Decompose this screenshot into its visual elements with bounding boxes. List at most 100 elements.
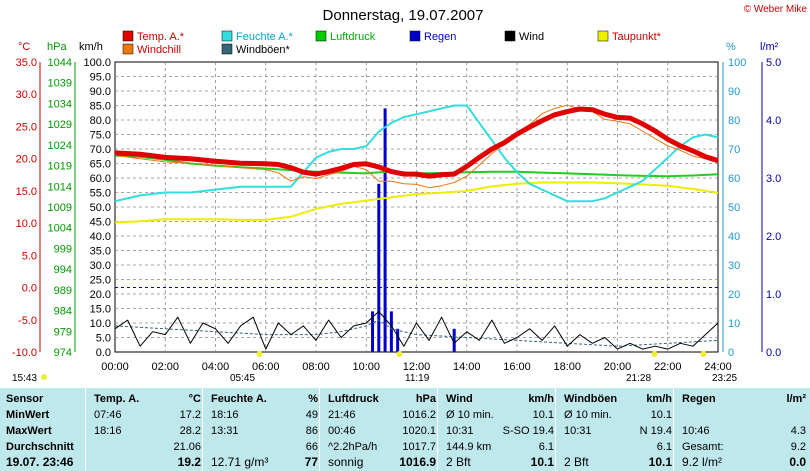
rain-tick-label: 0.0 (766, 347, 781, 359)
stat-header-unit: °C (188, 393, 201, 405)
pct-tick-label: 20 (728, 289, 740, 301)
stat-note: 9.2 l/m² (682, 455, 723, 469)
stat-value: 6.1 (538, 441, 554, 453)
time-tick-label: 00:00 (101, 361, 129, 373)
temp-tick-label: -10.0 (12, 347, 37, 359)
event-markers: 15:43 05:45 11:19 21:28 23:25 (12, 351, 737, 384)
stat-row: 12.71 g/m³ 77 (211, 455, 318, 469)
pct-tick-label: 100 (728, 57, 746, 69)
stat-header-unit: km/h (528, 393, 554, 405)
temp-tick-label: 10.0 (16, 218, 37, 230)
rain-bar (371, 311, 375, 352)
stat-row: 144.9 km 6.1 (446, 440, 554, 454)
stat-value: 66 (305, 441, 318, 453)
event-dot (41, 374, 47, 380)
event-label: 11:19 (405, 373, 430, 384)
kmh-tick-label: 55.0 (90, 188, 111, 200)
kmh-tick-label: 35.0 (90, 246, 111, 258)
legend-label: Windböen* (236, 44, 291, 56)
stat-header-label: Temp. A. (94, 393, 140, 405)
stat-value: 1017.7 (402, 441, 436, 453)
pct-tick-label: 60 (728, 173, 740, 185)
rain-bar (383, 108, 387, 353)
rain-tick-label: 1.0 (766, 289, 781, 301)
column-separator (673, 388, 674, 471)
event-label: 23:25 (712, 373, 737, 384)
stat-row: Gesamt: 9.2 (682, 440, 806, 454)
stat-row: 18:16 28.2 (94, 424, 201, 438)
axis-ticks: 35.0 30.0 25.0 20.0 15.0 10.0 5.0 0.0 -5.0 -10.0 1… (12, 57, 781, 373)
rain-axis-unit: l/m² (760, 41, 779, 53)
legend-swatch (221, 43, 233, 55)
stat-value: 9.2 (790, 441, 806, 453)
chart-legend: Temp. A.* Feuchte A.* Luftdruck Regen Wind Ta… (122, 30, 662, 56)
stat-header: Wind km/h (446, 392, 554, 406)
stat-note: 18:16 (94, 425, 122, 437)
stat-row (682, 408, 806, 422)
kmh-tick-label: 65.0 (90, 159, 111, 171)
hpa-tick-label: 989 (54, 285, 72, 297)
legend-swatch (122, 43, 134, 55)
stat-row: ^2.2hPa/h 1017.7 (328, 440, 436, 454)
event-label: 21:28 (626, 373, 651, 384)
kmh-tick-label: 95.0 (90, 72, 111, 84)
rain-bar (396, 328, 400, 352)
temp-tick-label: 30.0 (16, 89, 37, 101)
stat-value: 49 (305, 409, 318, 421)
stat-column: Luftdruck hPa 21:46 1016.2 00:46 1020.1 ^2.2hP… (328, 388, 436, 471)
stat-header-label: Luftdruck (328, 393, 379, 405)
kmh-tick-label: 100.0 (83, 57, 111, 69)
rain-tick-label: 3.0 (766, 173, 781, 185)
weather-chart: Donnerstag, 19.07.2007 © Weber Mike Temp… (12, 4, 808, 384)
stat-row: 66 (211, 440, 318, 454)
pct-tick-label: 90 (728, 86, 740, 98)
stat-note: 10:31 (446, 425, 474, 437)
rain-tick-label: 4.0 (766, 115, 781, 127)
legend-label: Windchill (137, 44, 181, 56)
hpa-tick-label: 979 (54, 326, 72, 338)
statistics-table: Sensor MinWert MaxWert Durchschnitt 19.07. 2… (0, 388, 810, 471)
stat-note: 21:46 (328, 409, 356, 421)
kmh-tick-label: 45.0 (90, 217, 111, 229)
time-tick-label: 14:00 (453, 361, 481, 373)
stat-row: 2 Bft 10.1 (446, 455, 554, 469)
pct-tick-label: 30 (728, 260, 740, 272)
hpa-tick-label: 1009 (48, 202, 72, 214)
hpa-axis-unit: hPa (47, 41, 67, 53)
kmh-tick-label: 75.0 (90, 130, 111, 142)
kmh-tick-label: 90.0 (90, 86, 111, 98)
time-tick-label: 06:00 (252, 361, 280, 373)
series-line-taupunkt (114, 181, 719, 224)
stat-column: Regen l/m² 10:46 4.3 Gesamt: 9.2 9.2 l/m² 0.0 (682, 388, 806, 471)
stat-value: 6.1 (656, 441, 672, 453)
temp-tick-label: 0.0 (22, 283, 37, 295)
stat-row: Ø 10 min. 10.1 (564, 408, 672, 422)
stat-row: 00:46 1020.1 (328, 424, 436, 438)
time-tick-label: 24:00 (704, 361, 732, 373)
row-label: MaxWert (6, 425, 52, 437)
series-line-wind (114, 310, 719, 350)
temp-tick-label: 15.0 (16, 186, 37, 198)
event-label: 05:45 (230, 373, 255, 384)
legend-swatch (409, 30, 421, 42)
event-dot (396, 351, 403, 357)
row-label: Sensor (6, 393, 44, 405)
pct-tick-label: 0 (728, 347, 734, 359)
kmh-tick-label: 0.0 (96, 347, 111, 359)
time-tick-label: 04:00 (202, 361, 230, 373)
kmh-tick-label: 30.0 (90, 260, 111, 272)
stat-row: 21.06 (94, 440, 201, 454)
hpa-tick-label: 1024 (48, 140, 72, 152)
stat-header-label: Regen (682, 393, 716, 405)
stat-row: 9.2 l/m² 0.0 (682, 455, 806, 469)
temp-tick-label: 35.0 (16, 57, 37, 69)
stat-column: Temp. A. °C 07:46 17.2 18:16 28.2 21.06 19.2 (94, 388, 201, 471)
hpa-tick-label: 1044 (48, 57, 72, 69)
series-line-temp-a (114, 106, 719, 179)
hpa-tick-label: 1019 (48, 161, 72, 173)
kmh-tick-label: 50.0 (90, 202, 111, 214)
rain-bar (389, 311, 393, 352)
stat-value: 10.1 (532, 409, 554, 421)
stat-note: Gesamt: (682, 441, 724, 453)
kmh-axis-unit: km/h (79, 41, 103, 53)
